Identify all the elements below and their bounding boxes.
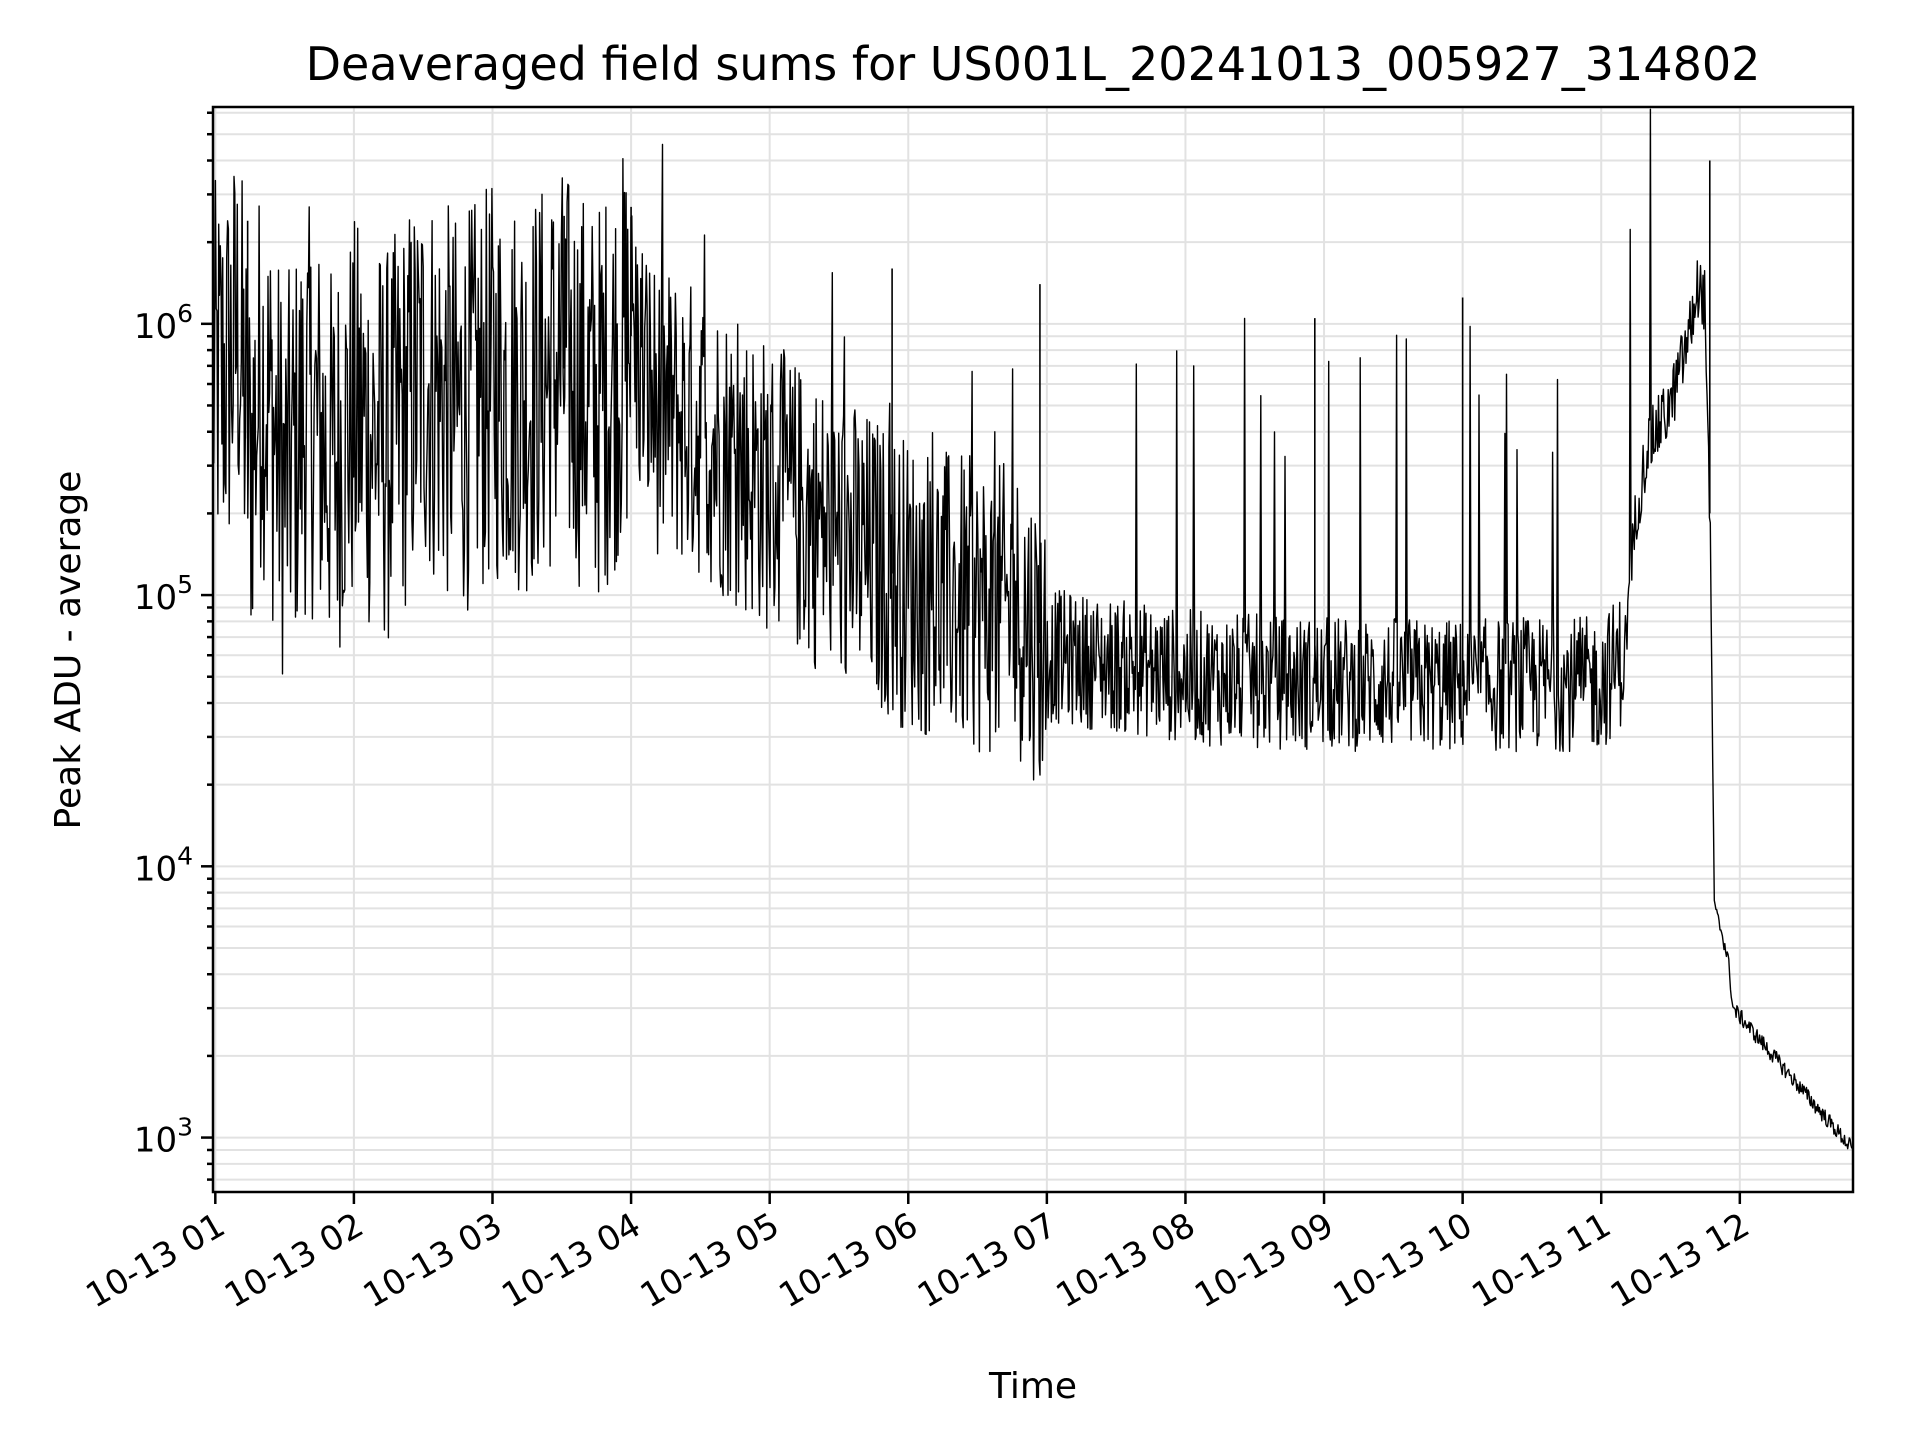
- x-tick-label: 10-13 04: [495, 1205, 647, 1316]
- series-line: [212, 108, 1854, 1150]
- y-axis-label: Peak ADU - average: [48, 471, 89, 830]
- y-tick-label: 106: [134, 299, 193, 347]
- x-tick-label: 10-13 10: [1327, 1205, 1479, 1316]
- plot-frame: [211, 105, 1855, 1194]
- y-tick-label: 103: [134, 1113, 193, 1161]
- grid-layer: [213, 107, 1853, 1192]
- x-tick-label: 10-13 01: [79, 1205, 231, 1316]
- chart-title: Deaveraged field sums for US001L_2024101…: [306, 37, 1761, 91]
- y-tick-label: 104: [134, 841, 193, 889]
- y-tick-label: 105: [134, 570, 193, 618]
- x-tick-label: 10-13 12: [1604, 1205, 1756, 1316]
- x-tick-label: 10-13 07: [911, 1205, 1063, 1316]
- x-tick-label: 10-13 06: [772, 1205, 924, 1316]
- x-tick-label: 10-13 05: [634, 1205, 786, 1316]
- y-ticks: 103 104 105 106: [134, 111, 213, 1181]
- x-tick-label: 10-13 03: [357, 1205, 509, 1316]
- series-layer: [212, 108, 1854, 1150]
- x-tick-label: 10-13 09: [1188, 1205, 1340, 1316]
- x-tick-label: 10-13 08: [1050, 1205, 1202, 1316]
- x-tick-label: 10-13 02: [218, 1205, 370, 1316]
- x-tick-label: 10-13 11: [1465, 1205, 1617, 1316]
- x-axis-label: Time: [988, 1366, 1077, 1407]
